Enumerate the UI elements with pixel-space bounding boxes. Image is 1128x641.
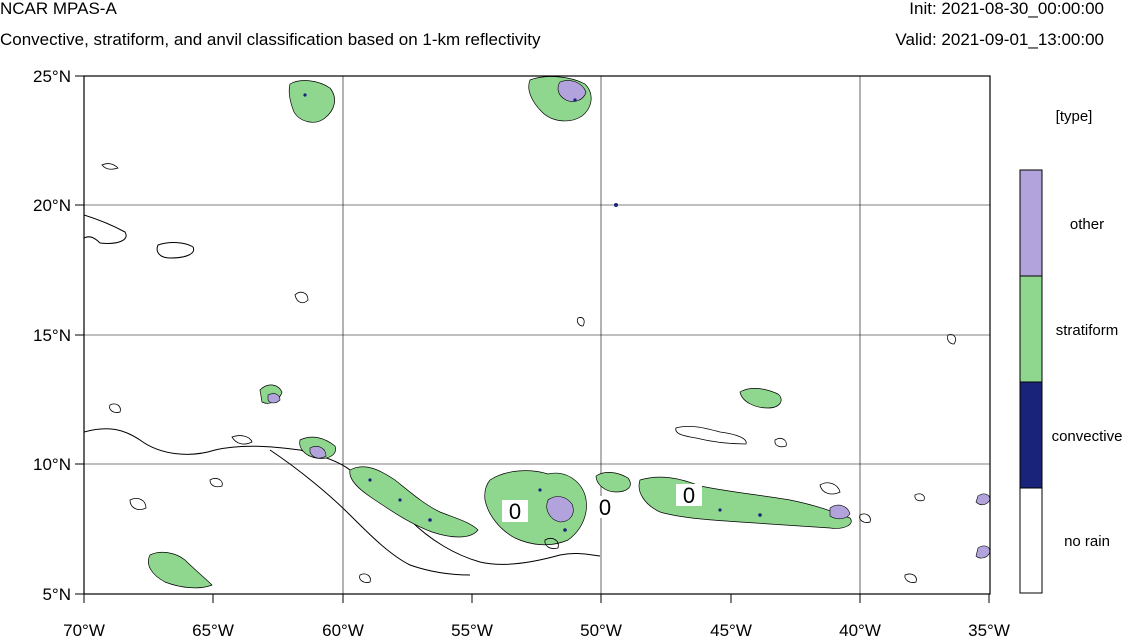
lon-label-55w: 55°W [451, 621, 493, 640]
lat-label-25n: 25°N [33, 67, 71, 86]
lon-label-45w: 45°W [710, 621, 752, 640]
tick-marks [75, 75, 990, 603]
lat-label-5n: 5°N [42, 585, 71, 604]
contour-label-1: 0 [509, 499, 521, 524]
lat-label-15n: 15°N [33, 326, 71, 345]
legend-swatch-convective [1020, 382, 1042, 488]
map-area: 0 0 0 [84, 76, 990, 594]
legend: [type] other stratiform convective no ra… [1019, 108, 1123, 594]
valid-time: Valid: 2021-09-01_13:00:00 [895, 30, 1104, 49]
other-areas [267, 80, 990, 559]
init-time: Init: 2021-08-30_00:00:00 [909, 0, 1104, 18]
lon-label-35w: 35°W [968, 621, 1010, 640]
contour-labels: 0 0 0 [502, 483, 702, 524]
lon-label-40w: 40°W [839, 621, 881, 640]
lat-label-10n: 10°N [33, 455, 71, 474]
stratiform-areas [148, 76, 852, 589]
legend-label-convective: convective [1052, 428, 1123, 445]
legend-swatch-no-rain [1020, 488, 1042, 593]
contour-label-3: 0 [683, 483, 695, 508]
coastline-inner [269, 449, 471, 576]
lon-label-60w: 60°W [322, 621, 364, 640]
scattered-contours [101, 163, 956, 583]
lon-label-70w: 70°W [63, 621, 105, 640]
legend-title: [type] [1056, 108, 1093, 125]
island-coast-2 [156, 242, 195, 259]
lon-label-65w: 65°W [192, 621, 234, 640]
contour-label-2: 0 [599, 495, 611, 520]
convective-cells [303, 93, 762, 532]
legend-label-no-rain: no rain [1064, 533, 1110, 550]
lat-label-20n: 20°N [33, 196, 71, 215]
plot-title: NCAR MPAS-A [0, 0, 117, 18]
legend-swatch-other [1020, 170, 1042, 276]
legend-label-other: other [1070, 216, 1104, 233]
legend-label-stratiform: stratiform [1056, 322, 1119, 339]
lon-label-50w: 50°W [580, 621, 622, 640]
plot-subtitle: Convective, stratiform, and anvil classi… [0, 30, 541, 49]
legend-swatch-stratiform [1020, 276, 1042, 382]
island-coast [84, 214, 127, 244]
